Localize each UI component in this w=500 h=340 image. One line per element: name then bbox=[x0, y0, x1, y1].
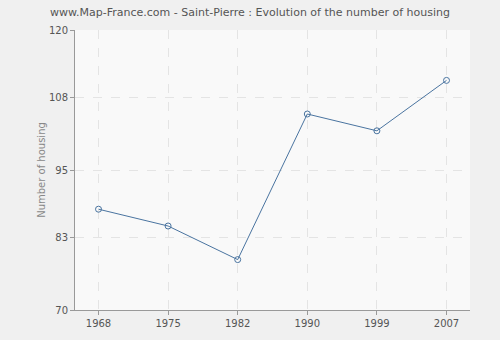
svg-text:1982: 1982 bbox=[225, 318, 250, 329]
svg-text:Number of housing: Number of housing bbox=[36, 122, 47, 218]
svg-text:1968: 1968 bbox=[86, 318, 111, 329]
svg-text:70: 70 bbox=[55, 305, 68, 316]
svg-text:2007: 2007 bbox=[434, 318, 459, 329]
svg-text:1999: 1999 bbox=[364, 318, 389, 329]
svg-text:1975: 1975 bbox=[155, 318, 180, 329]
svg-text:120: 120 bbox=[49, 25, 68, 36]
svg-text:95: 95 bbox=[55, 165, 68, 176]
svg-text:108: 108 bbox=[49, 92, 68, 103]
svg-text:www.Map-France.com - Saint-Pie: www.Map-France.com - Saint-Pierre : Evol… bbox=[50, 6, 450, 19]
svg-text:1990: 1990 bbox=[295, 318, 320, 329]
svg-text:83: 83 bbox=[55, 232, 68, 243]
